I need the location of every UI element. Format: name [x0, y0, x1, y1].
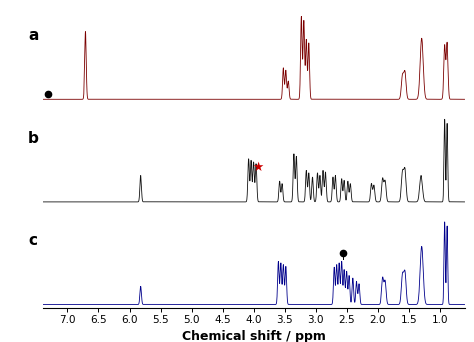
Text: b: b [28, 131, 39, 146]
Text: c: c [28, 233, 37, 248]
Text: ★: ★ [252, 161, 264, 174]
Text: a: a [28, 28, 38, 43]
X-axis label: Chemical shift / ppm: Chemical shift / ppm [182, 330, 326, 342]
